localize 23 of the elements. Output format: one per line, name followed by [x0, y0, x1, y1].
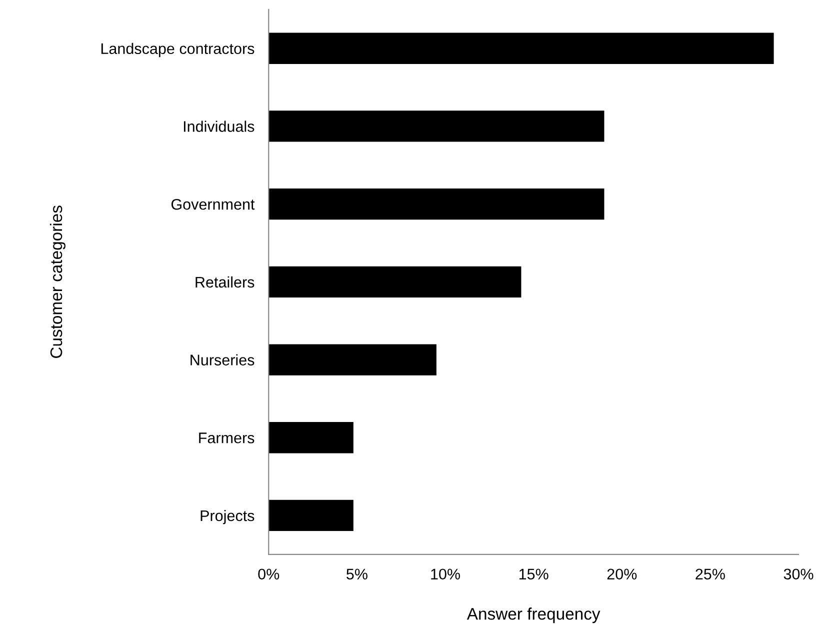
x-tick-label: 5% — [346, 568, 368, 580]
y-tick-label: Nurseries — [190, 354, 254, 366]
x-axis-title: Answer frequency — [466, 608, 600, 624]
x-tick-label: 30% — [784, 568, 814, 580]
x-tick-label: 15% — [519, 568, 548, 580]
bar — [268, 32, 774, 64]
y-tick-label: Individuals — [184, 120, 254, 132]
x-tick-label: 10% — [431, 568, 460, 580]
bar — [268, 110, 604, 142]
y-tick-label: Government — [171, 198, 255, 210]
y-tick-label: Farmers — [199, 432, 254, 444]
x-tick-label: 20% — [607, 568, 637, 580]
bar — [268, 266, 522, 298]
bar — [268, 500, 354, 532]
bar — [268, 188, 604, 220]
y-tick-label: Projects — [200, 510, 254, 524]
y-tick-label: Landscape contractors — [101, 42, 254, 58]
x-tick-label: 0% — [258, 568, 280, 580]
bar — [268, 422, 354, 454]
bar — [268, 344, 436, 376]
y-axis-title: Customer categories — [50, 206, 66, 358]
y-tick-label: Retailers — [196, 276, 254, 288]
x-tick-label: 25% — [696, 568, 725, 580]
